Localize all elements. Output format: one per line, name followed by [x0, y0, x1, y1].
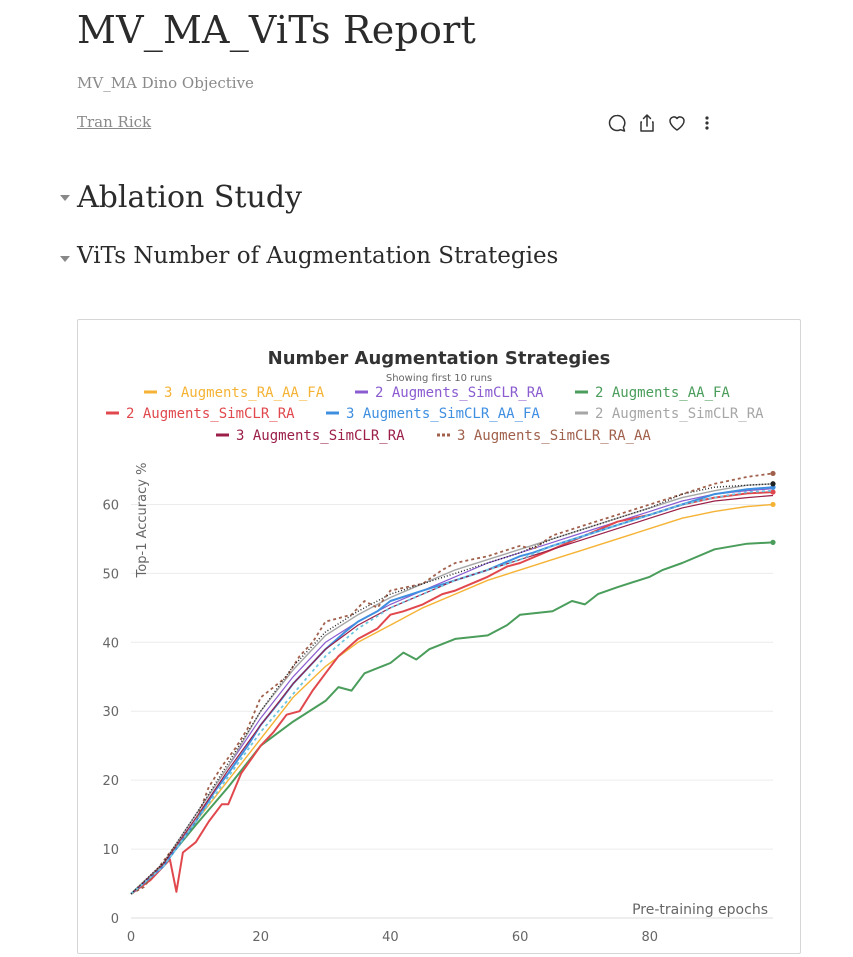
series-line-5[interactable]	[130, 486, 774, 895]
legend-label: 3 Augments_SimCLR_RA_AA	[457, 428, 651, 444]
collapse-vits-caret-icon[interactable]	[60, 256, 70, 262]
y-tick-label: 40	[102, 636, 119, 651]
collapse-ablation-caret-icon[interactable]	[60, 195, 70, 201]
y-tick-label: 0	[111, 912, 119, 927]
legend-label: 3 Augments_SimCLR_AA_FA	[346, 406, 540, 422]
x-tick-label: 40	[382, 930, 399, 945]
heart-icon	[669, 116, 685, 131]
legend: 3 Augments_RA_AA_FA 2 Augments_SimCLR_RA 2…	[106, 385, 764, 444]
comment-icon	[608, 114, 626, 132]
series-line-3[interactable]	[130, 541, 774, 895]
legend-item[interactable]: 3 Augments_SimCLR_RA	[216, 428, 405, 444]
series-line-1[interactable]	[130, 503, 774, 895]
report-actions	[606, 111, 718, 135]
series-line-2[interactable]	[130, 488, 774, 895]
legend-item[interactable]: 2 Augments_SimCLR_RA	[575, 406, 764, 422]
x-tick-label: 0	[127, 930, 135, 945]
y-tick-label: 30	[102, 705, 119, 720]
legend-label: 2 Augments_AA_FA	[595, 385, 730, 401]
series-end-point	[770, 481, 776, 487]
series-line-8[interactable]	[130, 472, 774, 895]
y-tick-label: 20	[102, 774, 119, 789]
legend-label: 2 Augments_SimCLR_RA	[595, 406, 764, 422]
report-title: MV_MA_ViTs Report	[77, 8, 476, 52]
x-tick-label: 80	[642, 930, 659, 945]
chart-subtitle: Showing first 10 runs	[386, 373, 492, 384]
chart-title: Number Augmentation Strategies	[268, 348, 611, 369]
y-tick-label: 10	[102, 843, 119, 858]
x-axis-label: Pre-training epochs	[632, 902, 768, 918]
y-axis-label: Top-1 Accuracy %	[135, 463, 150, 579]
legend-label: 2 Augments_SimCLR_RA	[375, 385, 544, 401]
legend-label: 2 Augments_SimCLR_RA	[126, 406, 295, 422]
series-line-9[interactable]	[130, 489, 774, 895]
series-line-7[interactable]	[130, 494, 774, 895]
series-end-point	[770, 470, 776, 477]
legend-item[interactable]: 3 Augments_SimCLR_RA_AA	[437, 428, 651, 444]
line-chart[interactable]: 0 10 20 30 40 50 60 0 20 40 60 80 3 Augments_RA_AA_…	[78, 320, 800, 953]
series-end-point	[770, 539, 776, 545]
chart-panel: 0 10 20 30 40 50 60 0 20 40 60 80 3 Augments_RA_AA_…	[77, 319, 801, 954]
y-tick-label: 50	[102, 567, 119, 582]
legend-item[interactable]: 3 Augments_RA_AA_FA	[144, 385, 325, 401]
y-tick-label: 60	[102, 498, 119, 513]
series-line-4[interactable]	[130, 491, 774, 895]
share-button[interactable]	[636, 111, 658, 135]
legend-item[interactable]: 2 Augments_AA_FA	[575, 385, 730, 401]
series-line-6[interactable]	[130, 483, 774, 895]
series-lines	[130, 470, 776, 895]
x-tick-label: 60	[512, 930, 529, 945]
grid	[131, 503, 773, 919]
legend-label: 3 Augments_SimCLR_RA	[236, 428, 405, 444]
like-button[interactable]	[666, 111, 688, 135]
share-icon	[640, 114, 654, 132]
legend-item[interactable]: 2 Augments_SimCLR_RA	[106, 406, 295, 422]
axes: 0 10 20 30 40 50 60 0 20 40 60 80	[102, 498, 773, 945]
report-subtitle: MV_MA Dino Objective	[77, 74, 254, 92]
series-end-point	[770, 501, 776, 508]
legend-label: 3 Augments_RA_AA_FA	[164, 385, 325, 401]
legend-item[interactable]: 3 Augments_SimCLR_AA_FA	[326, 406, 540, 422]
series-line-10[interactable]	[130, 483, 774, 895]
more-button[interactable]	[696, 111, 718, 135]
legend-item[interactable]: 2 Augments_SimCLR_RA	[355, 385, 544, 401]
more-vertical-icon	[705, 116, 709, 130]
author-link[interactable]: Tran Rick	[77, 113, 152, 131]
series-end-point	[770, 489, 776, 495]
comment-button[interactable]	[606, 111, 628, 135]
section-heading-vits: ViTs Number of Augmentation Strategies	[77, 243, 559, 269]
x-tick-label: 20	[252, 930, 269, 945]
section-heading-ablation: Ablation Study	[77, 180, 302, 215]
